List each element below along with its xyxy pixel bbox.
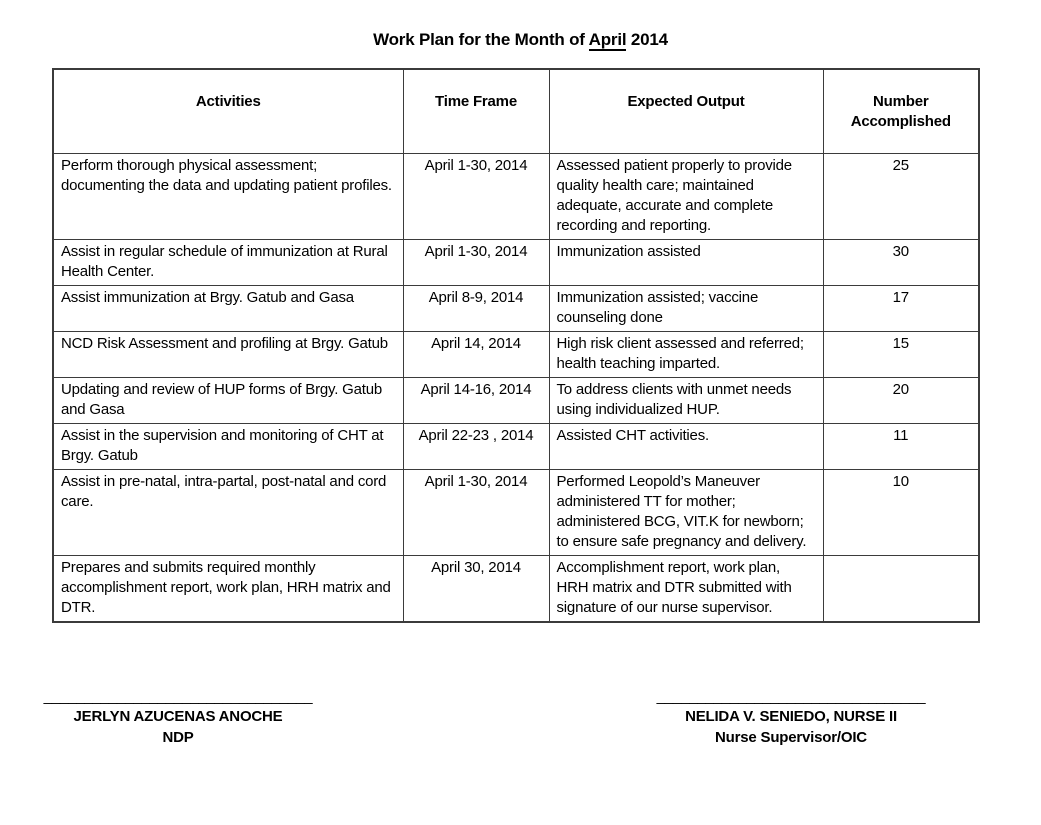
cell-time-frame: April 22-23 , 2014 bbox=[402, 422, 550, 470]
cell-activity: Assist in the supervision and monitoring… bbox=[52, 422, 404, 470]
table-row: Perform thorough physical assessment; do… bbox=[52, 152, 980, 240]
signature-block-supervisor: _________________________________ NELIDA… bbox=[641, 688, 941, 748]
signature-line: _________________________________ bbox=[43, 688, 313, 705]
cell-activity: Prepares and submits required monthly ac… bbox=[52, 554, 404, 622]
table-row: NCD Risk Assessment and profiling at Brg… bbox=[52, 330, 980, 378]
cell-number-accomplished: 10 bbox=[822, 468, 980, 556]
signature-line: _________________________________ bbox=[656, 688, 926, 705]
cell-activity: Assist in pre-natal, intra-partal, post-… bbox=[52, 468, 404, 556]
table-header-row: Activities Time Frame Expected Output Nu… bbox=[52, 68, 980, 154]
cell-expected-output: Performed Leopold’s Maneuver administere… bbox=[548, 468, 824, 556]
cell-number-accomplished bbox=[822, 554, 980, 622]
cell-time-frame: April 1-30, 2014 bbox=[402, 238, 550, 286]
signature-name: JERLYN AZUCENAS ANOCHE bbox=[73, 708, 283, 725]
cell-activity: Updating and review of HUP forms of Brgy… bbox=[52, 376, 404, 424]
table-row: Updating and review of HUP forms of Brgy… bbox=[52, 376, 980, 424]
table-row: Prepares and submits required monthly ac… bbox=[52, 554, 980, 622]
cell-time-frame: April 1-30, 2014 bbox=[402, 152, 550, 240]
table-row: Assist in the supervision and monitoring… bbox=[52, 422, 980, 470]
column-header-activities: Activities bbox=[52, 68, 404, 154]
cell-time-frame: April 14-16, 2014 bbox=[402, 376, 550, 424]
page-title: Work Plan for the Month of April 2014 bbox=[0, 30, 1041, 51]
cell-number-accomplished: 20 bbox=[822, 376, 980, 424]
page-title-suffix: 2014 bbox=[626, 30, 668, 49]
cell-expected-output: Immunization assisted bbox=[548, 238, 824, 286]
cell-expected-output: Immunization assisted; vaccine counselin… bbox=[548, 284, 824, 332]
cell-expected-output: Assisted CHT activities. bbox=[548, 422, 824, 470]
cell-expected-output: High risk client assessed and referred; … bbox=[548, 330, 824, 378]
signature-block-preparer: _________________________________ JERLYN… bbox=[28, 688, 328, 748]
cell-expected-output: Assessed patient properly to provide qua… bbox=[548, 152, 824, 240]
cell-time-frame: April 1-30, 2014 bbox=[402, 468, 550, 556]
signature-role: NDP bbox=[162, 729, 194, 746]
table-row: Assist in regular schedule of immunizati… bbox=[52, 238, 980, 286]
page-title-month: April bbox=[588, 30, 627, 51]
cell-number-accomplished: 11 bbox=[822, 422, 980, 470]
cell-activity: Assist immunization at Brgy. Gatub and G… bbox=[52, 284, 404, 332]
cell-activity: NCD Risk Assessment and profiling at Brg… bbox=[52, 330, 404, 378]
page-title-prefix: Work Plan for the Month of bbox=[373, 30, 589, 49]
table-row: Assist in pre-natal, intra-partal, post-… bbox=[52, 468, 980, 556]
cell-activity: Perform thorough physical assessment; do… bbox=[52, 152, 404, 240]
cell-time-frame: April 14, 2014 bbox=[402, 330, 550, 378]
column-header-number-accomplished: Number Accomplished bbox=[822, 68, 980, 154]
signature-role: Nurse Supervisor/OIC bbox=[715, 729, 867, 746]
cell-time-frame: April 30, 2014 bbox=[402, 554, 550, 622]
column-header-expected-output: Expected Output bbox=[548, 68, 824, 154]
table-row: Assist immunization at Brgy. Gatub and G… bbox=[52, 284, 980, 332]
cell-number-accomplished: 25 bbox=[822, 152, 980, 240]
signature-name: NELIDA V. SENIEDO, NURSE II bbox=[685, 708, 897, 725]
cell-number-accomplished: 17 bbox=[822, 284, 980, 332]
workplan-table: Activities Time Frame Expected Output Nu… bbox=[52, 68, 980, 623]
cell-expected-output: Accomplishment report, work plan, HRH ma… bbox=[548, 554, 824, 622]
cell-number-accomplished: 15 bbox=[822, 330, 980, 378]
cell-time-frame: April 8-9, 2014 bbox=[402, 284, 550, 332]
cell-number-accomplished: 30 bbox=[822, 238, 980, 286]
cell-expected-output: To address clients with unmet needs usin… bbox=[548, 376, 824, 424]
cell-activity: Assist in regular schedule of immunizati… bbox=[52, 238, 404, 286]
column-header-time-frame: Time Frame bbox=[402, 68, 550, 154]
